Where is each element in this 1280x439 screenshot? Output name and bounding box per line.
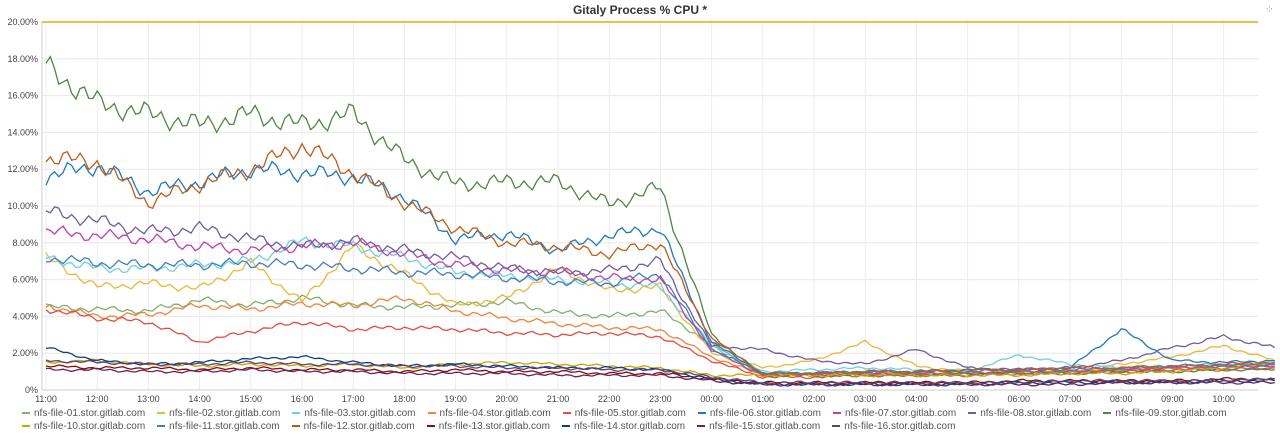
- legend: nfs-file-01.stor.gitlab.com nfs-file-02.s…: [22, 407, 1262, 433]
- x-tick-label: 21:00: [547, 394, 570, 404]
- legend-swatch: [291, 425, 300, 428]
- legend-item[interactable]: nfs-file-04.stor.gitlab.com: [427, 407, 551, 420]
- y-tick-label: 6.00%: [12, 275, 38, 285]
- legend-swatch: [697, 425, 706, 428]
- series-line-nfs-file-09.stor.gitlab.com: [45, 55, 1275, 378]
- x-tick-label: 14:00: [188, 394, 211, 404]
- series-line-nfs-file-08.stor.gitlab.com: [45, 206, 1276, 372]
- y-tick-label: 2.00%: [12, 348, 38, 358]
- legend-item[interactable]: nfs-file-07.stor.gitlab.com: [833, 407, 956, 420]
- legend-swatch: [968, 412, 977, 415]
- legend-label: nfs-file-06.stor.gitlab.com: [709, 408, 822, 419]
- legend-swatch: [426, 425, 435, 428]
- legend-label: nfs-file-12.stor.gitlab.com: [303, 421, 415, 432]
- legend-item[interactable]: nfs-file-12.stor.gitlab.com: [291, 420, 415, 433]
- legend-item[interactable]: nfs-file-14.stor.gitlab.com: [561, 420, 686, 433]
- series-line-nfs-file-11.stor.gitlab.com: [45, 254, 1275, 376]
- legend-label: nfs-file-04.stor.gitlab.com: [439, 408, 551, 419]
- legend-swatch: [561, 425, 570, 428]
- series-line-nfs-file-10.stor.gitlab.com: [45, 358, 1275, 378]
- series-line-nfs-file-16.stor.gitlab.com: [45, 359, 1275, 385]
- y-tick-label: 18.00%: [7, 54, 38, 64]
- series-line-nfs-file-13.stor.gitlab.com: [45, 364, 1275, 385]
- legend-label: nfs-file-10.stor.gitlab.com: [34, 421, 146, 432]
- legend-label: nfs-file-16.stor.gitlab.com: [844, 421, 956, 432]
- x-tick-label: 13:00: [137, 394, 160, 404]
- x-tick-label: 22:00: [598, 394, 621, 404]
- series-line-nfs-file-15.stor.gitlab.com: [45, 367, 1275, 387]
- x-tick-label: 03:00: [854, 394, 877, 404]
- legend-swatch: [833, 412, 842, 415]
- x-tick-label: 00:00: [700, 394, 723, 404]
- legend-swatch: [22, 425, 30, 428]
- x-tick-label: 19:00: [444, 394, 467, 404]
- series-line-nfs-file-04.stor.gitlab.com: [45, 295, 1276, 378]
- legend-swatch: [157, 412, 166, 415]
- x-tick-label: 04:00: [905, 394, 928, 404]
- x-tick-label: 15:00: [240, 394, 263, 404]
- legend-swatch: [697, 412, 706, 415]
- legend-label: nfs-file-09.stor.gitlab.com: [1115, 408, 1227, 419]
- x-tick-label: 07:00: [1059, 394, 1082, 404]
- x-tick-label: 20:00: [496, 394, 519, 404]
- x-tick-label: 06:00: [1008, 394, 1031, 404]
- panel-title[interactable]: Gitaly Process % CPU *: [572, 3, 708, 17]
- cpu-line-chart[interactable]: 0% 2.00% 4.00% 6.00% 8.00% 10.00% 12.00% 14.00%…: [0, 0, 1280, 405]
- x-tick-label: 02:00: [803, 394, 826, 404]
- x-tick-label: 11:00: [35, 394, 57, 404]
- legend-swatch: [292, 412, 301, 415]
- y-tick-label: 20.00%: [7, 17, 38, 27]
- legend-label: nfs-file-01.stor.gitlab.com: [34, 408, 146, 419]
- series-line-nfs-file-12.stor.gitlab.com: [45, 142, 1275, 376]
- legend-label: nfs-file-08.stor.gitlab.com: [980, 408, 1092, 419]
- legend-swatch: [832, 425, 841, 428]
- legend-label: nfs-file-14.stor.gitlab.com: [573, 421, 686, 432]
- legend-item[interactable]: nfs-file-16.stor.gitlab.com: [832, 420, 955, 433]
- y-tick-label: 14.00%: [7, 127, 38, 137]
- x-tick-label: 18:00: [393, 394, 416, 404]
- legend-label: nfs-file-02.stor.gitlab.com: [169, 408, 281, 419]
- legend-item[interactable]: nfs-file-08.stor.gitlab.com: [968, 407, 1091, 420]
- legend-item[interactable]: nfs-file-09.stor.gitlab.com: [1103, 407, 1227, 420]
- y-tick-label: 0%: [25, 385, 38, 395]
- x-tick-label: 16:00: [291, 394, 314, 404]
- legend-label: nfs-file-13.stor.gitlab.com: [438, 421, 550, 432]
- x-tick-label: 17:00: [342, 394, 365, 404]
- x-tick-label: 10:00: [1212, 394, 1235, 404]
- legend-label: nfs-file-07.stor.gitlab.com: [845, 408, 957, 419]
- legend-label: nfs-file-15.stor.gitlab.com: [709, 421, 821, 432]
- loading-spinner-icon: ⁘: [1264, 4, 1274, 16]
- y-tick-label: 4.00%: [12, 311, 38, 321]
- legend-swatch: [427, 412, 436, 415]
- legend-item[interactable]: nfs-file-13.stor.gitlab.com: [426, 420, 550, 433]
- legend-item[interactable]: nfs-file-02.stor.gitlab.com: [157, 407, 280, 420]
- legend-item[interactable]: nfs-file-15.stor.gitlab.com: [697, 420, 820, 433]
- legend-swatch: [562, 412, 571, 415]
- y-tick-label: 12.00%: [7, 164, 38, 174]
- legend-item[interactable]: nfs-file-03.stor.gitlab.com: [292, 407, 416, 420]
- legend-label: nfs-file-03.stor.gitlab.com: [304, 408, 416, 419]
- legend-item[interactable]: nfs-file-05.stor.gitlab.com: [562, 407, 686, 420]
- series-line-nfs-file-07.stor.gitlab.com: [45, 225, 1275, 377]
- y-tick-label: 10.00%: [7, 201, 38, 211]
- legend-swatch: [22, 412, 30, 415]
- y-tick-label: 8.00%: [12, 238, 38, 248]
- legend-swatch: [1103, 412, 1112, 415]
- x-tick-label: 08:00: [1110, 394, 1133, 404]
- x-tick-label: 05:00: [956, 394, 979, 404]
- legend-label: nfs-file-11.stor.gitlab.com: [169, 421, 280, 432]
- legend-item[interactable]: nfs-file-01.stor.gitlab.com: [22, 407, 145, 420]
- x-tick-label: 01:00: [752, 394, 775, 404]
- x-tick-label: 09:00: [1161, 394, 1184, 404]
- legend-item[interactable]: nfs-file-10.stor.gitlab.com: [22, 420, 145, 433]
- series-line-nfs-file-03.stor.gitlab.com: [45, 236, 1275, 374]
- x-tick-label: 23:00: [649, 394, 672, 404]
- legend-swatch: [157, 425, 166, 428]
- legend-item[interactable]: nfs-file-11.stor.gitlab.com: [157, 420, 280, 433]
- legend-label: nfs-file-05.stor.gitlab.com: [574, 408, 686, 419]
- y-tick-label: 16.00%: [7, 91, 38, 101]
- x-tick-label: 12:00: [86, 394, 109, 404]
- legend-item[interactable]: nfs-file-06.stor.gitlab.com: [697, 407, 822, 420]
